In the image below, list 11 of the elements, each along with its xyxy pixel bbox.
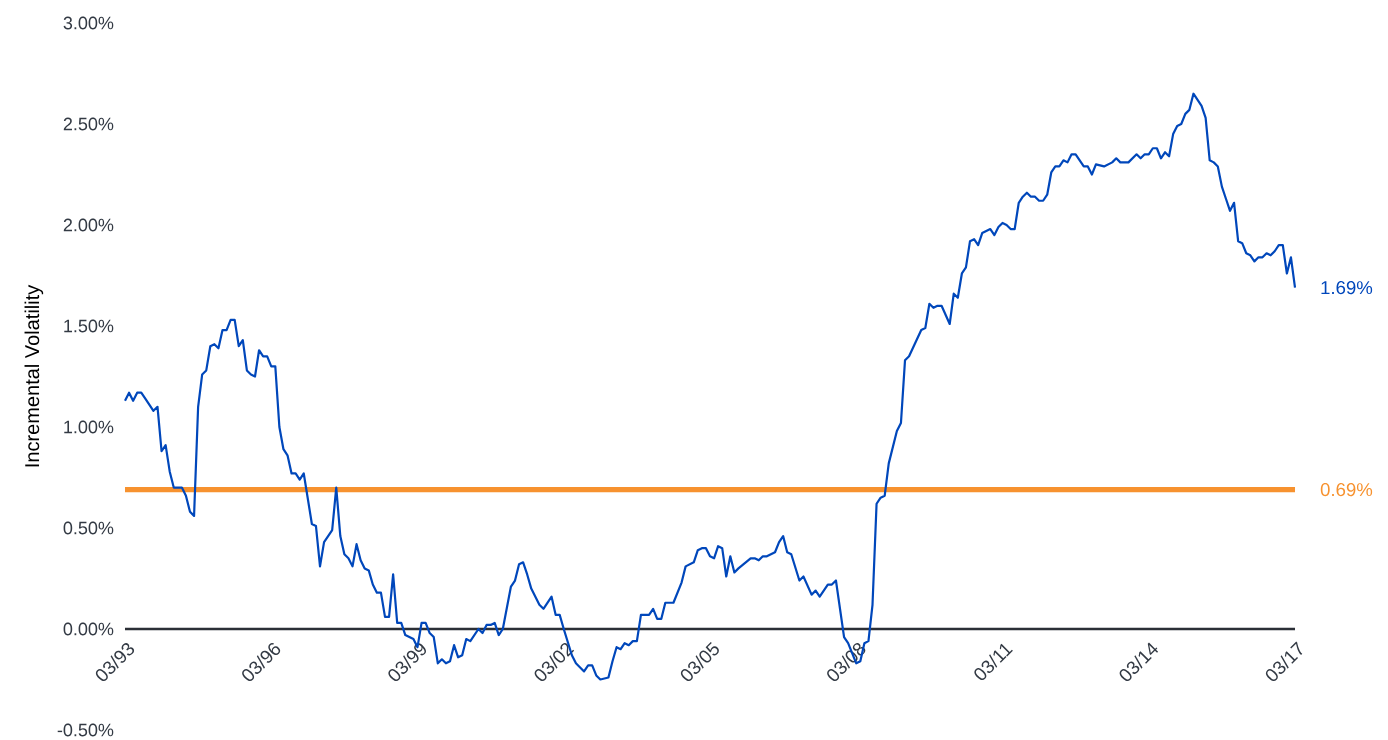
y-tick-label: 2.50% — [63, 117, 114, 131]
y-tick-label: -0.50% — [57, 723, 114, 737]
ref-line-label: 0.69% — [1320, 483, 1373, 497]
y-tick-label: 2.00% — [63, 218, 114, 232]
y-tick-label: 1.50% — [64, 319, 114, 333]
y-tick-label: 3.00% — [63, 16, 114, 30]
annotation: 1.69% — [1321, 281, 1373, 295]
y-tick-label: 1.00% — [64, 420, 114, 434]
y-tick-label: 0.50% — [63, 521, 114, 535]
y-tick-label: 0.00% — [63, 622, 114, 636]
y-axis-title: Incremental Volatility — [24, 284, 44, 467]
